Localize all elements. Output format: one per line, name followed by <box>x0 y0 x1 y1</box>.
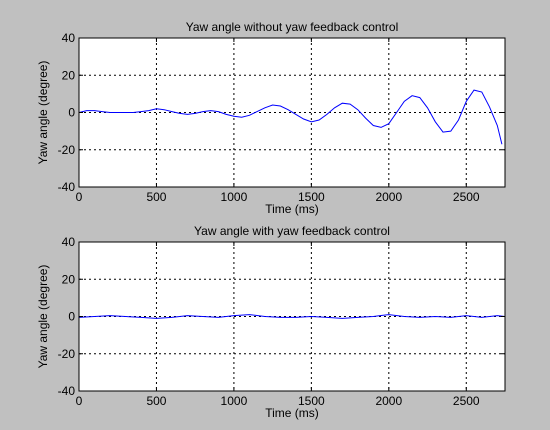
y-tick-label: -20 <box>58 143 76 157</box>
x-tick-label: 0 <box>76 394 83 408</box>
data-series-line <box>78 314 506 319</box>
x-tick-label: 500 <box>146 394 166 408</box>
y-tick-label: -40 <box>58 180 76 194</box>
x-tick-label: 1500 <box>298 190 325 204</box>
x-tick-label: 2000 <box>375 394 402 408</box>
y-tick-label: 0 <box>68 310 75 324</box>
axes-1: 0 500 1000 1500 2000 2500 40 20 0 -20 -40 Yaw angle… <box>36 20 506 216</box>
axes-2: 0 500 1000 1500 2000 2500 40 20 0 -20 -40 Yaw angle… <box>36 224 506 420</box>
y-tick-label: 40 <box>62 235 76 249</box>
y-tick-label: 40 <box>62 31 76 45</box>
y-axis-label: Yaw angle (degree) <box>36 265 50 369</box>
y-tick-label: -20 <box>58 347 76 361</box>
x-tick-label: 2000 <box>375 190 402 204</box>
x-tick-label: 1500 <box>298 394 325 408</box>
x-tick-label: 2500 <box>453 394 480 408</box>
data-series-line <box>78 89 503 145</box>
x-tick-label: 0 <box>76 190 83 204</box>
x-tick-label: 2500 <box>453 190 480 204</box>
y-tick-label: 20 <box>62 272 76 286</box>
x-tick-label: 1000 <box>221 190 248 204</box>
y-tick-label: 0 <box>68 106 75 120</box>
x-tick-label: 500 <box>146 190 166 204</box>
x-tick-label: 1000 <box>221 394 248 408</box>
x-axis-label: Time (ms) <box>265 406 319 420</box>
chart-title: Yaw angle without yaw feedback control <box>186 20 399 34</box>
x-axis-label: Time (ms) <box>265 202 319 216</box>
y-axis-label: Yaw angle (degree) <box>36 61 50 165</box>
y-tick-label: 20 <box>62 68 76 82</box>
y-tick-label: -40 <box>58 384 76 398</box>
chart-title: Yaw angle with yaw feedback control <box>194 224 390 238</box>
